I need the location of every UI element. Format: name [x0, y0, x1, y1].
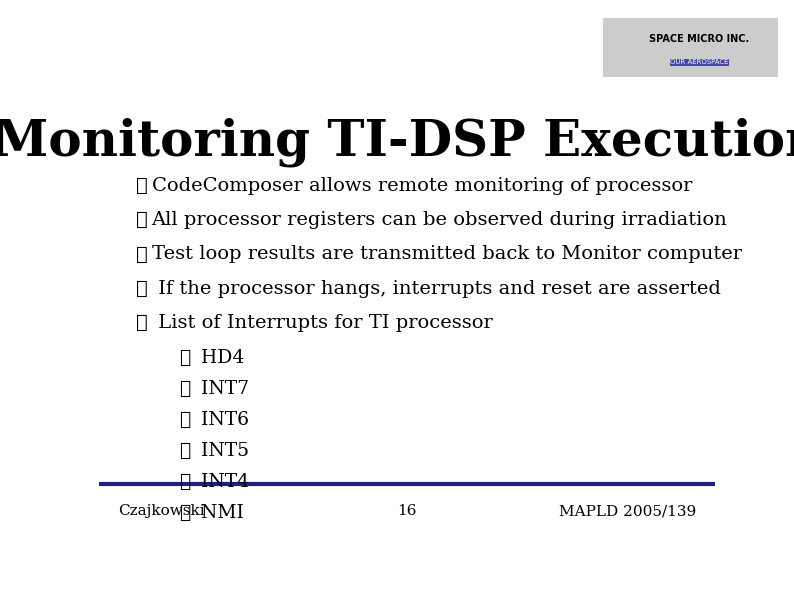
Text: ✔: ✔ [179, 505, 191, 522]
Text: ➤: ➤ [137, 211, 148, 229]
Text: INT6: INT6 [195, 411, 249, 429]
Text: MAPLD 2005/139: MAPLD 2005/139 [559, 504, 696, 518]
Text: CodeComposer allows remote monitoring of processor: CodeComposer allows remote monitoring of… [152, 177, 692, 195]
Text: If the processor hangs, interrupts and reset are asserted: If the processor hangs, interrupts and r… [152, 280, 720, 298]
Text: Test loop results are transmitted back to Monitor computer: Test loop results are transmitted back t… [152, 246, 742, 264]
Text: INT7: INT7 [195, 380, 249, 397]
Text: ✔: ✔ [179, 442, 191, 460]
Text: OUR AEROSPACE: OUR AEROSPACE [670, 60, 729, 65]
Text: Monitoring TI-DSP Execution: Monitoring TI-DSP Execution [0, 117, 794, 167]
Text: 16: 16 [397, 504, 417, 518]
Text: INT5: INT5 [195, 442, 249, 460]
Text: ➤: ➤ [137, 314, 148, 332]
Text: ✔: ✔ [179, 349, 191, 367]
Text: ➤: ➤ [137, 246, 148, 264]
Text: HD4: HD4 [195, 349, 244, 367]
Text: ✔: ✔ [179, 473, 191, 491]
Text: ✔: ✔ [179, 380, 191, 397]
Text: ➤: ➤ [137, 280, 148, 298]
Text: ➤: ➤ [137, 177, 148, 195]
Text: NMI: NMI [195, 505, 244, 522]
Text: Czajkowski: Czajkowski [118, 504, 204, 518]
Text: All processor registers can be observed during irradiation: All processor registers can be observed … [152, 211, 727, 229]
Text: ✔: ✔ [179, 411, 191, 429]
Text: List of Interrupts for TI processor: List of Interrupts for TI processor [152, 314, 492, 332]
Text: INT4: INT4 [195, 473, 249, 491]
Text: SPACE MICRO INC.: SPACE MICRO INC. [649, 34, 750, 43]
